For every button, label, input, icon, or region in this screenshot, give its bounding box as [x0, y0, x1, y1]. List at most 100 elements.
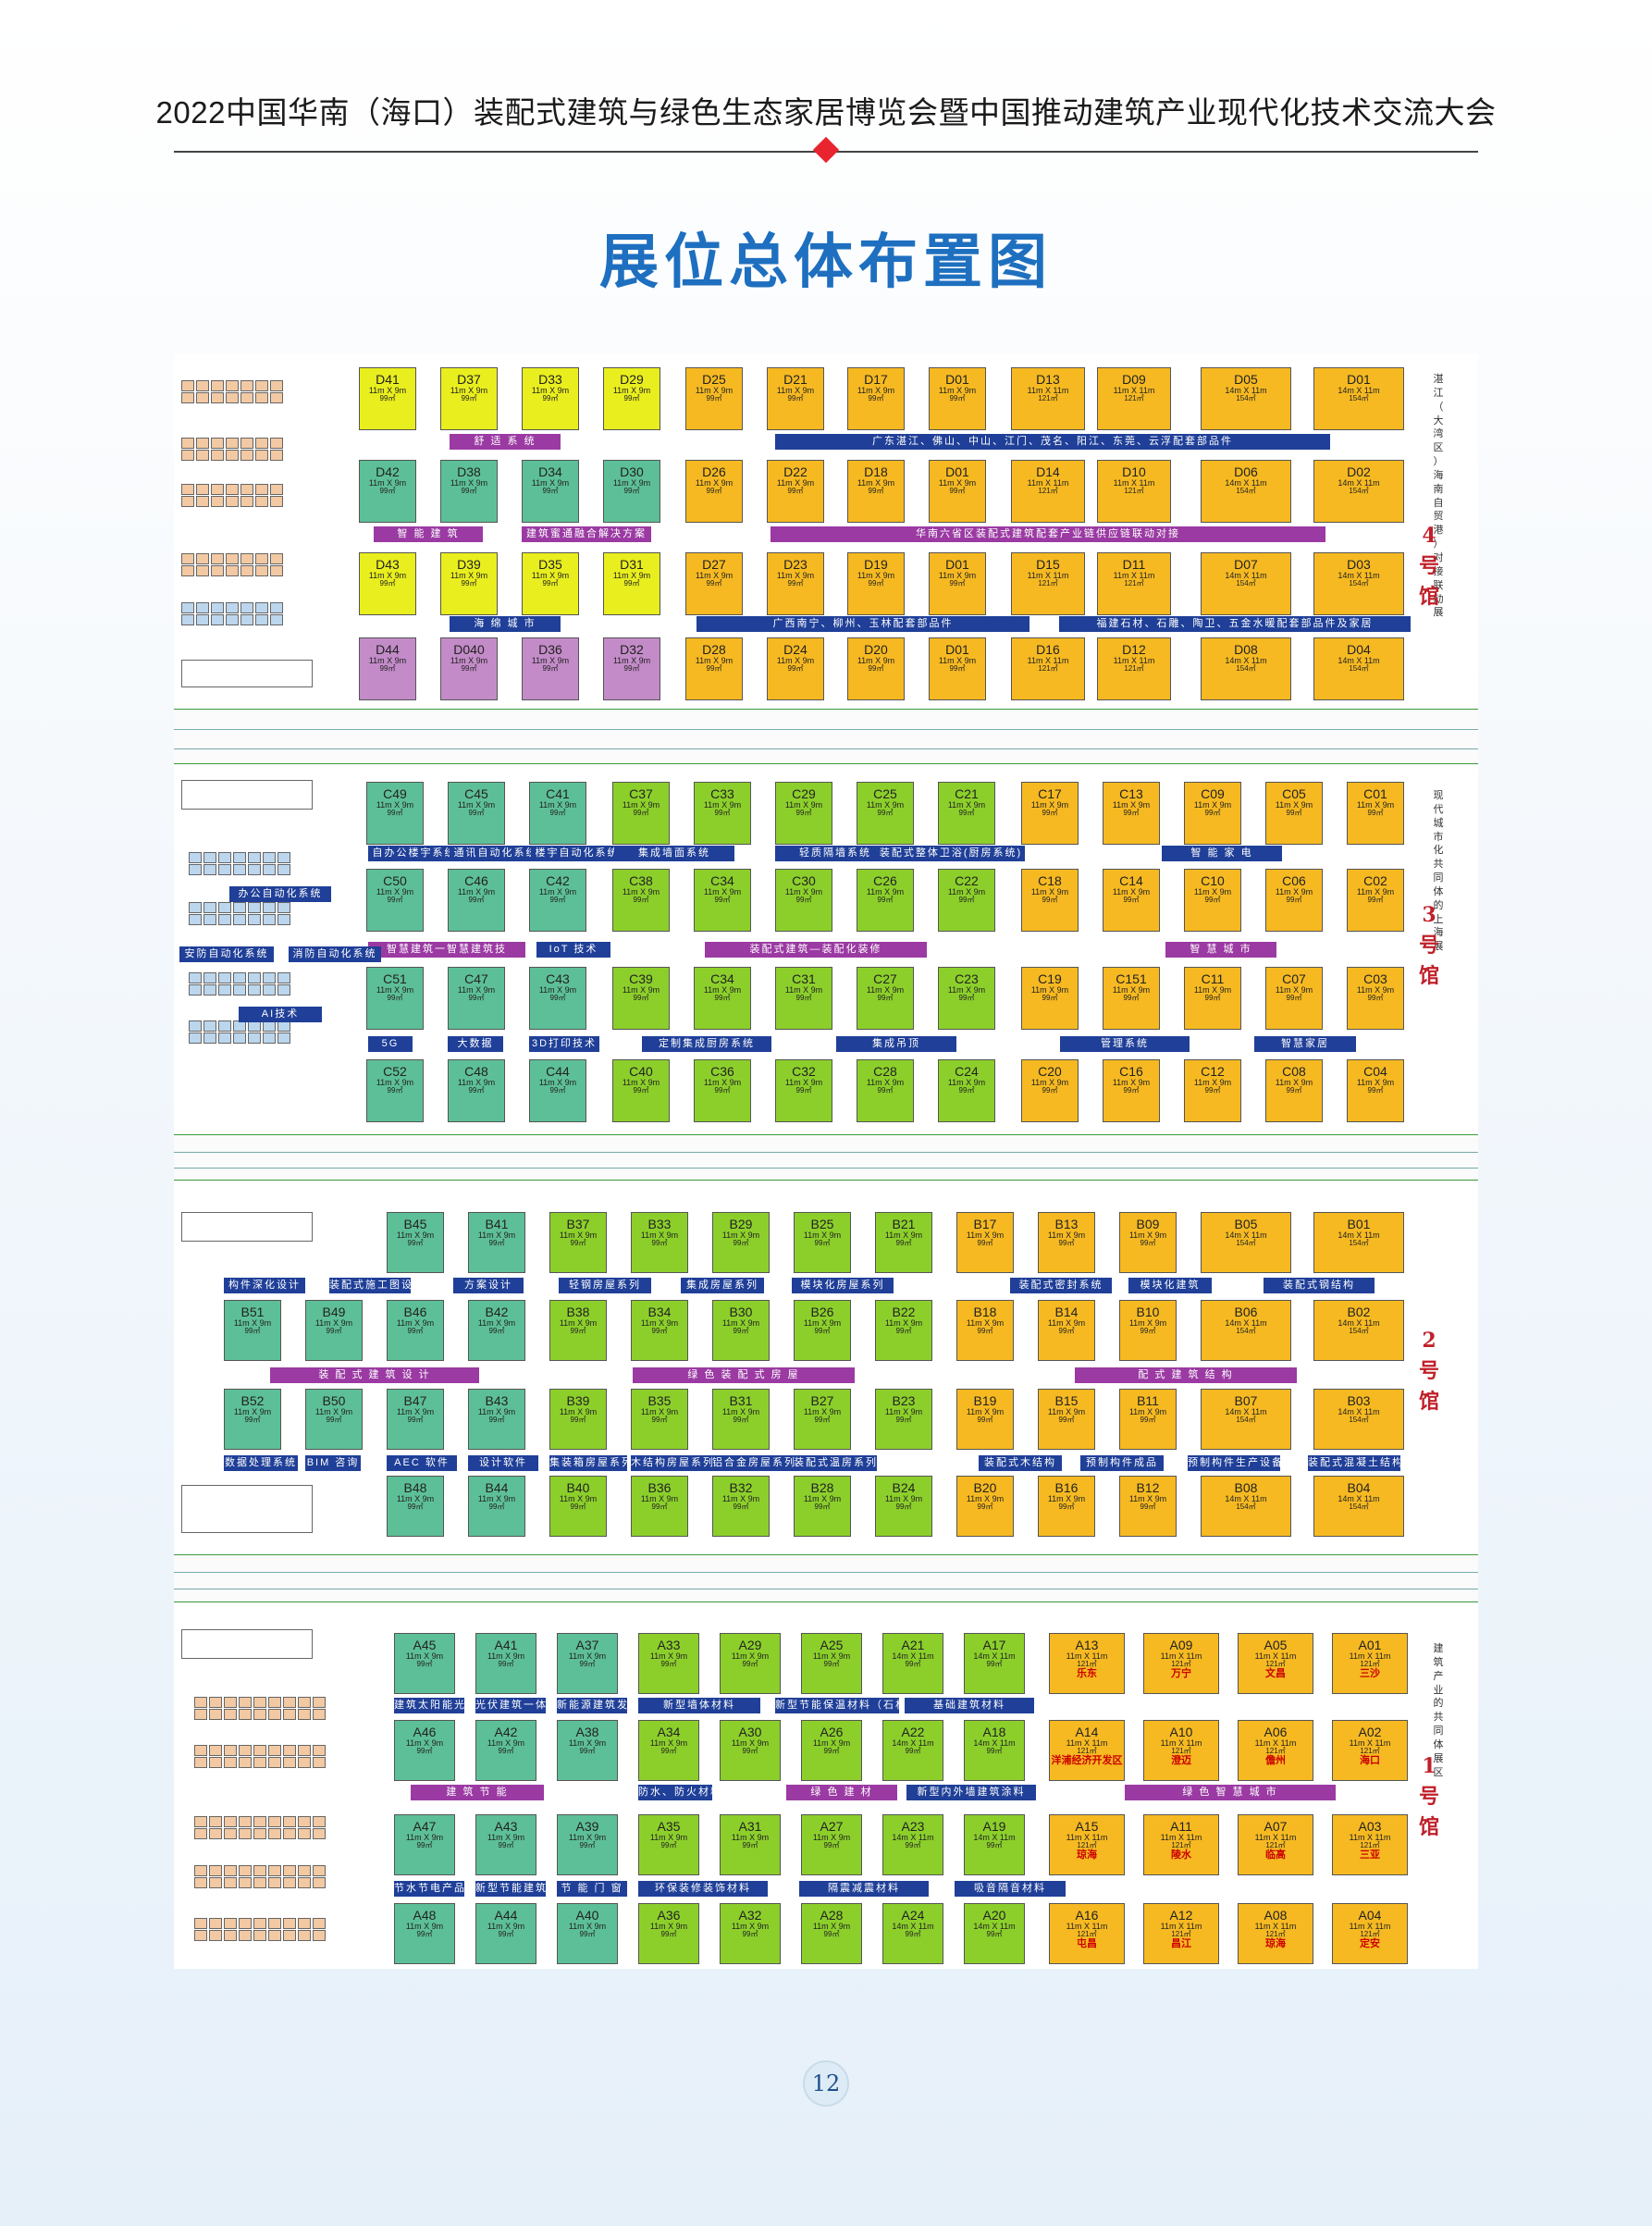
booth-a15[interactable]: A15 11m X 11m 121㎡ 琼海: [1049, 1814, 1125, 1875]
booth-b28[interactable]: B28 11m X 9m 99㎡: [794, 1476, 851, 1537]
booth-c17[interactable]: C17 11m X 9m 99㎡: [1021, 782, 1079, 845]
booth-a39[interactable]: A39 11m X 9m 99㎡: [557, 1814, 618, 1875]
booth-b45[interactable]: B45 11m X 9m 99㎡: [387, 1212, 444, 1273]
booth-c10[interactable]: C10 11m X 9m 99㎡: [1184, 869, 1241, 932]
booth-b40[interactable]: B40 11m X 9m 99㎡: [549, 1476, 607, 1537]
booth-b27[interactable]: B27 11m X 9m 99㎡: [794, 1389, 851, 1450]
booth-d04[interactable]: D04 14m X 11m 154㎡: [1313, 637, 1404, 700]
booth-d01[interactable]: D01 11m X 9m 99㎡: [929, 367, 986, 430]
booth-b22[interactable]: B22 11m X 9m 99㎡: [875, 1300, 932, 1361]
booth-d06[interactable]: D06 14m X 11m 154㎡: [1201, 460, 1291, 523]
booth-b43[interactable]: B43 11m X 9m 99㎡: [468, 1389, 525, 1450]
booth-d41[interactable]: D41 11m X 9m 99㎡: [359, 367, 416, 430]
booth-c20[interactable]: C20 11m X 9m 99㎡: [1021, 1059, 1079, 1122]
booth-a02[interactable]: A02 11m X 11m 121㎡ 海口: [1332, 1720, 1408, 1781]
booth-c07[interactable]: C07 11m X 9m 99㎡: [1265, 967, 1323, 1030]
booth-c19[interactable]: C19 11m X 9m 99㎡: [1021, 967, 1079, 1030]
booth-c31[interactable]: C31 11m X 9m 99㎡: [775, 967, 832, 1030]
booth-b39[interactable]: B39 11m X 9m 99㎡: [549, 1389, 607, 1450]
booth-a31[interactable]: A31 11m X 9m 99㎡: [720, 1814, 781, 1875]
booth-d36[interactable]: D36 11m X 9m 99㎡: [522, 637, 579, 700]
booth-a17[interactable]: A17 14m X 11m 99㎡: [964, 1633, 1025, 1694]
booth-c34[interactable]: C34 11m X 9m 99㎡: [694, 967, 751, 1030]
booth-d03[interactable]: D03 14m X 11m 154㎡: [1313, 552, 1404, 615]
booth-c52[interactable]: C52 11m X 9m 99㎡: [366, 1059, 424, 1122]
booth-c30[interactable]: C30 11m X 9m 99㎡: [775, 869, 832, 932]
booth-b21[interactable]: B21 11m X 9m 99㎡: [875, 1212, 932, 1273]
booth-d12[interactable]: D12 11m X 11m 121㎡: [1097, 637, 1171, 700]
booth-d25[interactable]: D25 11m X 9m 99㎡: [685, 367, 743, 430]
booth-d16[interactable]: D16 11m X 11m 121㎡: [1011, 637, 1085, 700]
booth-a16[interactable]: A16 11m X 11m 121㎡ 屯昌: [1049, 1903, 1125, 1964]
booth-a12[interactable]: A12 11m X 11m 121㎡ 昌江: [1143, 1903, 1219, 1964]
booth-c13[interactable]: C13 11m X 9m 99㎡: [1103, 782, 1160, 845]
booth-b07[interactable]: B07 14m X 11m 154㎡: [1201, 1389, 1291, 1450]
booth-b32[interactable]: B32 11m X 9m 99㎡: [712, 1476, 770, 1537]
booth-b10[interactable]: B10 11m X 9m 99㎡: [1119, 1300, 1177, 1361]
booth-a44[interactable]: A44 11m X 9m 99㎡: [475, 1903, 536, 1964]
booth-b19[interactable]: B19 11m X 9m 99㎡: [956, 1389, 1014, 1450]
booth-a42[interactable]: A42 11m X 9m 99㎡: [475, 1720, 536, 1781]
booth-d42[interactable]: D42 11m X 9m 99㎡: [359, 460, 416, 523]
booth-c03[interactable]: C03 11m X 9m 99㎡: [1347, 967, 1404, 1030]
booth-b02[interactable]: B02 14m X 11m 154㎡: [1313, 1300, 1404, 1361]
booth-b46[interactable]: B46 11m X 9m 99㎡: [387, 1300, 444, 1361]
booth-b52[interactable]: B52 11m X 9m 99㎡: [224, 1389, 281, 1450]
booth-a25[interactable]: A25 11m X 9m 99㎡: [801, 1633, 862, 1694]
booth-c26[interactable]: C26 11m X 9m 99㎡: [857, 869, 914, 932]
booth-b51[interactable]: B51 11m X 9m 99㎡: [224, 1300, 281, 1361]
booth-a21[interactable]: A21 14m X 11m 99㎡: [882, 1633, 943, 1694]
booth-c18[interactable]: C18 11m X 9m 99㎡: [1021, 869, 1079, 932]
booth-b44[interactable]: B44 11m X 9m 99㎡: [468, 1476, 525, 1537]
booth-c09[interactable]: C09 11m X 9m 99㎡: [1184, 782, 1241, 845]
booth-c151[interactable]: C151 11m X 9m 99㎡: [1103, 967, 1160, 1030]
booth-d15[interactable]: D15 11m X 11m 121㎡: [1011, 552, 1085, 615]
booth-d34[interactable]: D34 11m X 9m 99㎡: [522, 460, 579, 523]
booth-d18[interactable]: D18 11m X 9m 99㎡: [847, 460, 905, 523]
booth-c16[interactable]: C16 11m X 9m 99㎡: [1103, 1059, 1160, 1122]
booth-d01[interactable]: D01 11m X 9m 99㎡: [929, 637, 986, 700]
booth-d09[interactable]: D09 11m X 11m 121㎡: [1097, 367, 1171, 430]
booth-a30[interactable]: A30 11m X 9m 99㎡: [720, 1720, 781, 1781]
booth-a11[interactable]: A11 11m X 11m 121㎡ 陵水: [1143, 1814, 1219, 1875]
booth-b35[interactable]: B35 11m X 9m 99㎡: [631, 1389, 688, 1450]
booth-d23[interactable]: D23 11m X 9m 99㎡: [767, 552, 824, 615]
booth-b38[interactable]: B38 11m X 9m 99㎡: [549, 1300, 607, 1361]
booth-a06[interactable]: A06 11m X 11m 121㎡ 儋州: [1238, 1720, 1313, 1781]
booth-b42[interactable]: B42 11m X 9m 99㎡: [468, 1300, 525, 1361]
booth-b17[interactable]: B17 11m X 9m 99㎡: [956, 1212, 1014, 1273]
booth-a28[interactable]: A28 11m X 9m 99㎡: [801, 1903, 862, 1964]
booth-c21[interactable]: C21 11m X 9m 99㎡: [938, 782, 995, 845]
booth-c42[interactable]: C42 11m X 9m 99㎡: [529, 869, 586, 932]
booth-c05[interactable]: C05 11m X 9m 99㎡: [1265, 782, 1323, 845]
booth-d17[interactable]: D17 11m X 9m 99㎡: [847, 367, 905, 430]
booth-d08[interactable]: D08 14m X 11m 154㎡: [1201, 637, 1291, 700]
booth-d26[interactable]: D26 11m X 9m 99㎡: [685, 460, 743, 523]
booth-c25[interactable]: C25 11m X 9m 99㎡: [857, 782, 914, 845]
booth-d02[interactable]: D02 14m X 11m 154㎡: [1313, 460, 1404, 523]
booth-a24[interactable]: A24 14m X 11m 99㎡: [882, 1903, 943, 1964]
booth-d01[interactable]: D01 11m X 9m 99㎡: [929, 552, 986, 615]
booth-d10[interactable]: D10 11m X 11m 121㎡: [1097, 460, 1171, 523]
booth-a01[interactable]: A01 11m X 11m 121㎡ 三沙: [1332, 1633, 1408, 1694]
booth-b41[interactable]: B41 11m X 9m 99㎡: [468, 1212, 525, 1273]
booth-b24[interactable]: B24 11m X 9m 99㎡: [875, 1476, 932, 1537]
booth-b04[interactable]: B04 14m X 11m 154㎡: [1313, 1476, 1404, 1537]
booth-d24[interactable]: D24 11m X 9m 99㎡: [767, 637, 824, 700]
booth-b48[interactable]: B48 11m X 9m 99㎡: [387, 1476, 444, 1537]
booth-a08[interactable]: A08 11m X 11m 121㎡ 琼海: [1238, 1903, 1313, 1964]
booth-d32[interactable]: D32 11m X 9m 99㎡: [603, 637, 660, 700]
booth-d37[interactable]: D37 11m X 9m 99㎡: [440, 367, 498, 430]
booth-d14[interactable]: D14 11m X 11m 121㎡: [1011, 460, 1085, 523]
booth-b09[interactable]: B09 11m X 9m 99㎡: [1119, 1212, 1177, 1273]
booth-a19[interactable]: A19 14m X 11m 99㎡: [964, 1814, 1025, 1875]
booth-c51[interactable]: C51 11m X 9m 99㎡: [366, 967, 424, 1030]
booth-d01[interactable]: D01 11m X 9m 99㎡: [929, 460, 986, 523]
booth-a27[interactable]: A27 11m X 9m 99㎡: [801, 1814, 862, 1875]
booth-b05[interactable]: B05 14m X 11m 154㎡: [1201, 1212, 1291, 1273]
booth-a26[interactable]: A26 11m X 9m 99㎡: [801, 1720, 862, 1781]
booth-d44[interactable]: D44 11m X 9m 99㎡: [359, 637, 416, 700]
booth-c04[interactable]: C04 11m X 9m 99㎡: [1347, 1059, 1404, 1122]
booth-b33[interactable]: B33 11m X 9m 99㎡: [631, 1212, 688, 1273]
booth-d07[interactable]: D07 14m X 11m 154㎡: [1201, 552, 1291, 615]
